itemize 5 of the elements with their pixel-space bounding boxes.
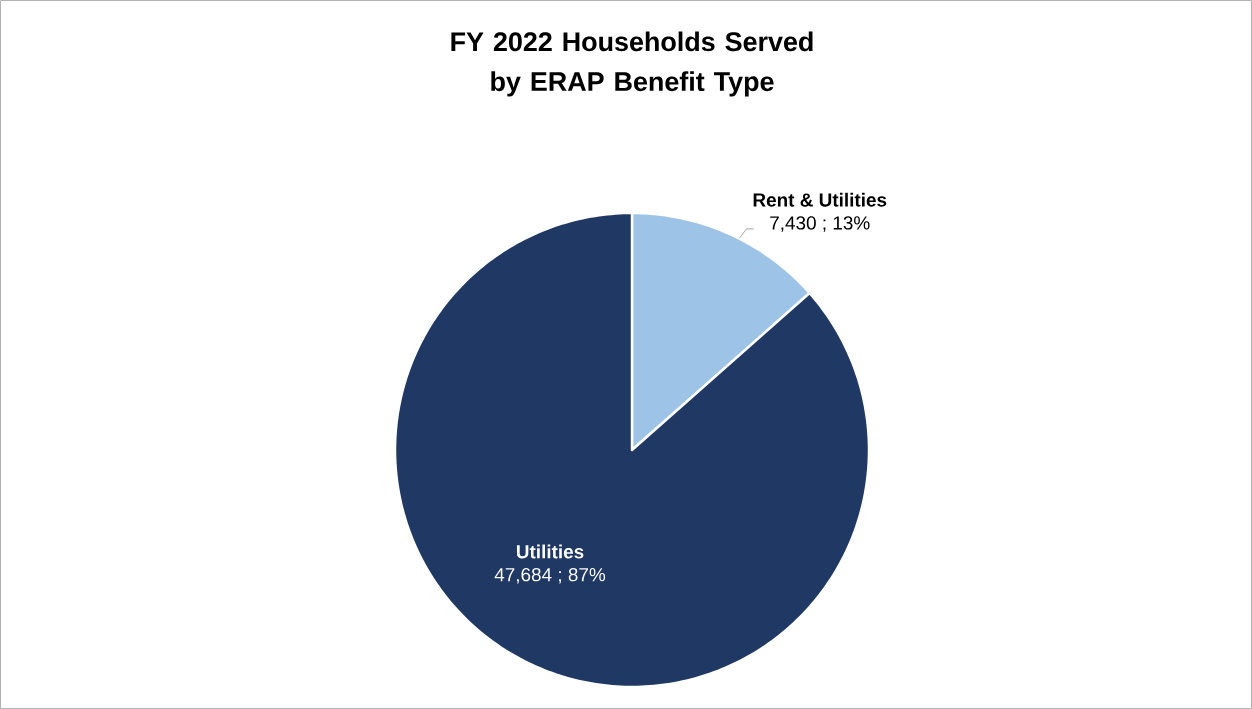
chart-title: FY 2022 Households Served by ERAP Benefit Type — [451, 31, 813, 97]
data-label: 7,430 ; 13% — [770, 216, 870, 232]
slice-label: Rent & Utilities — [753, 192, 887, 207]
data-label: 47,684 ; 87% — [494, 567, 606, 584]
slice-label: Utilities — [516, 544, 584, 559]
